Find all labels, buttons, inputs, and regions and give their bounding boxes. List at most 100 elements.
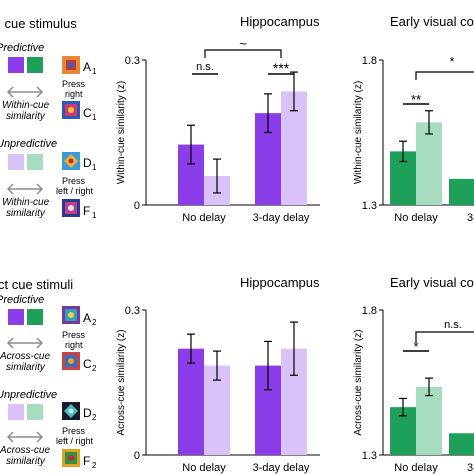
legend-top-predictive-label: Predictive xyxy=(0,42,44,54)
y-tick-label-bottom: 0 xyxy=(134,450,140,462)
sig-label-no-delay: ** xyxy=(411,92,421,107)
chart-visual-across: Early visual co 1.8 1.3 Across-cue similari… xyxy=(353,275,474,474)
press-right-line1-top: Press xyxy=(62,79,86,89)
bar xyxy=(178,348,204,455)
stim-F2-label: F xyxy=(83,454,90,468)
legend-bottom-similarity2-line2: similarity xyxy=(6,456,46,467)
unpredictive-purple-swatch xyxy=(8,404,24,420)
unpredictive-purple-swatch xyxy=(8,154,24,170)
sig-bracket-across xyxy=(415,71,474,80)
legend-bottom-similarity-line2: similarity xyxy=(6,362,46,373)
stimulus-C2-thumbnail xyxy=(62,352,80,370)
stim-F1-sub: 1 xyxy=(92,211,97,220)
chart-title: Hippocampus xyxy=(240,275,320,290)
bar xyxy=(449,178,474,205)
press-lr-line2-top: left / right xyxy=(56,186,94,196)
x-tick-label: No delay xyxy=(182,462,226,474)
legend-top-heading: l cue stimulus xyxy=(0,16,77,31)
predictive-green-swatch xyxy=(27,57,43,73)
press-right-line2-top: right xyxy=(65,89,83,99)
stimulus-F1-thumbnail xyxy=(62,199,80,217)
stimulus-A2-thumbnail xyxy=(62,306,80,324)
stim-A1-sub: 1 xyxy=(92,67,97,76)
sig-bracket-across xyxy=(415,331,474,343)
chart-title: Hippocampus xyxy=(240,14,320,29)
stim-C1-label: C xyxy=(83,106,92,120)
x-tick-label: 3-day delay xyxy=(253,212,310,224)
stim-A2-sub: 2 xyxy=(92,318,97,327)
stimulus-F2-thumbnail xyxy=(62,449,80,467)
chart-title: Early visual co xyxy=(390,275,474,290)
unpredictive-green-swatch xyxy=(27,154,43,170)
stim-D2-sub: 2 xyxy=(92,413,97,422)
legend-bottom-unpredictive-label: Unpredictive xyxy=(0,389,57,401)
stimulus-D2-thumbnail xyxy=(62,402,80,420)
double-arrow-icon xyxy=(6,337,44,349)
double-arrow-icon xyxy=(6,431,44,443)
stim-D2-label: D xyxy=(83,406,92,420)
stim-F2-sub: 2 xyxy=(92,461,97,470)
bar xyxy=(416,122,442,205)
sig-label-across: ~ xyxy=(239,36,247,51)
legend-bottom-similarity2-line1: Across-cue xyxy=(0,445,50,456)
stim-D1-label: D xyxy=(83,156,92,170)
stim-C1-sub: 1 xyxy=(92,113,97,122)
y-axis-label: Across-cue similarity (z) xyxy=(116,329,127,435)
y-tick-label-top: 0.3 xyxy=(125,305,140,317)
stim-C2-label: C xyxy=(83,357,92,371)
sig-label-across: n.s. xyxy=(444,319,462,331)
x-tick-label: No delay xyxy=(394,462,438,474)
x-tick-label: No delay xyxy=(394,212,438,224)
x-tick-label: 3-day delay xyxy=(253,462,310,474)
bar xyxy=(449,433,474,455)
predictive-purple-swatch xyxy=(8,57,24,73)
sig-label-3day: *** xyxy=(273,60,290,76)
press-lr-line2-bottom: left / right xyxy=(56,436,94,446)
legend-top-similarity2-line1: Within-cue xyxy=(2,197,50,208)
y-tick-label-top: 0.3 xyxy=(125,55,140,67)
chart-title: Early visual co xyxy=(390,14,474,29)
legend-top-similarity-line2: similarity xyxy=(6,111,46,122)
stimulus-D1-thumbnail xyxy=(62,152,80,170)
y-axis-label: Across-cue similarity (z) xyxy=(353,329,364,435)
y-axis-label: Within-cue similarity (z) xyxy=(353,81,364,184)
legend-bottom-predictive-label: Predictive xyxy=(0,294,44,306)
unpredictive-green-swatch xyxy=(27,404,43,420)
y-axis-label: Within-cue similarity (z) xyxy=(116,81,127,184)
press-right-line2-bottom: right xyxy=(65,340,83,350)
chart-visual-within: Early visual co 1.8 1.3 Within-cue similari… xyxy=(353,14,474,224)
legend-bottom: ct cue stimuli Predictive Across-cue sim… xyxy=(0,277,97,470)
bar xyxy=(416,386,442,455)
stim-C2-sub: 2 xyxy=(92,364,97,373)
sig-label-across: * xyxy=(449,54,454,69)
stim-F1-label: F xyxy=(83,204,90,218)
y-tick-label-bottom: 1.3 xyxy=(362,450,377,462)
double-arrow-icon xyxy=(6,86,44,98)
y-tick-label-bottom: 0 xyxy=(134,200,140,212)
x-tick-label: No delay xyxy=(182,212,226,224)
predictive-green-swatch xyxy=(27,309,43,325)
press-lr-line1-bottom: Press xyxy=(62,426,86,436)
y-tick-label-top: 1.8 xyxy=(362,55,377,67)
stim-D1-sub: 1 xyxy=(92,163,97,172)
sig-label-no-delay: n.s. xyxy=(196,61,214,73)
legend-top-unpredictive-label: Unpredictive xyxy=(0,138,57,150)
stimulus-C1-thumbnail xyxy=(62,101,80,119)
predictive-purple-swatch xyxy=(8,309,24,325)
legend-top: l cue stimulus Predictive Within-cue sim… xyxy=(0,16,97,220)
press-lr-line1-top: Press xyxy=(62,176,86,186)
x-tick-label: 3-d xyxy=(467,462,474,474)
stim-A2-label: A xyxy=(83,311,91,325)
press-right-line1-bottom: Press xyxy=(62,330,86,340)
chart-hippocampus-across: Hippocampus 0.3 0 Across-cue similarity (z)… xyxy=(116,275,320,474)
x-tick-label: 3-d xyxy=(467,212,474,224)
stim-A1-label: A xyxy=(83,60,91,74)
legend-bottom-similarity-line1: Across-cue xyxy=(0,351,50,362)
sig-label-no-delay: * xyxy=(413,339,418,354)
chart-hippocampus-within: Hippocampus 0.3 0 Within-cue similarity (z)… xyxy=(116,14,320,224)
legend-bottom-heading: ct cue stimuli xyxy=(0,277,73,292)
y-tick-label-bottom: 1.3 xyxy=(362,200,377,212)
legend-top-similarity-line1: Within-cue xyxy=(2,100,50,111)
double-arrow-icon xyxy=(6,183,44,195)
